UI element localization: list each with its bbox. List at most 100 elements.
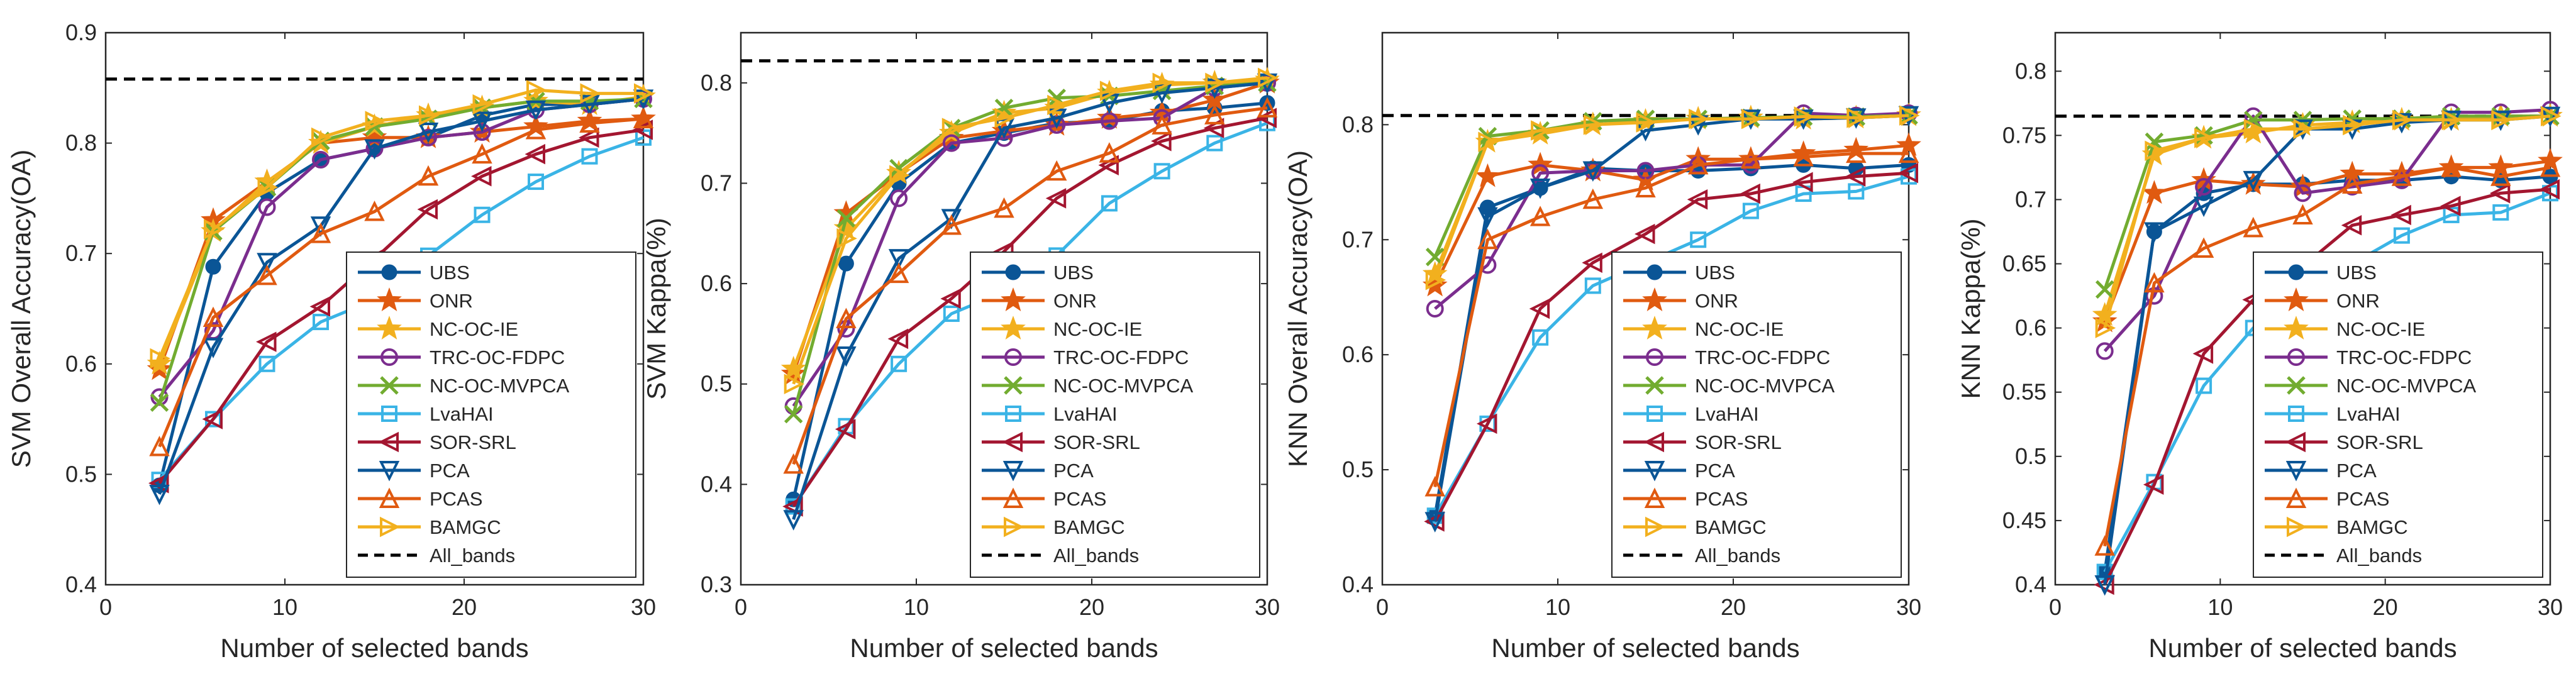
series-bamgc — [150, 80, 655, 369]
data-point-sor-srl — [2489, 182, 2511, 204]
series-line-trc-oc-fdpc — [1434, 111, 1909, 310]
data-point-sor-srl — [2143, 474, 2164, 495]
series-line-lvahai — [1433, 175, 1909, 517]
legend-marker-lvahai — [381, 406, 397, 422]
data-point-ubs — [205, 258, 221, 275]
data-point-pca — [1477, 207, 1498, 228]
legend-label-sor-srl: SOR-SRL — [430, 431, 516, 453]
data-point-lvahai — [2196, 377, 2212, 394]
data-point-pcas — [2391, 165, 2412, 186]
series-line-nc-oc-ie — [2103, 114, 2550, 316]
data-point-pcas — [1424, 476, 1445, 497]
data-point-lvahai — [528, 174, 544, 191]
x-tick-label: 10 — [1545, 594, 1570, 620]
data-point-bamgc — [311, 127, 332, 148]
data-point-bamgc — [1794, 106, 1815, 127]
data-point-trc-oc-fdpc — [2392, 171, 2411, 189]
x-tick-label: 0 — [735, 594, 747, 620]
legend-label-nc-oc-mvpca: NC-OC-MVPCA — [430, 375, 569, 397]
legend-label-all-bands: All_bands — [1695, 545, 1780, 567]
data-point-bamgc — [784, 373, 805, 394]
data-point-lvahai — [2443, 206, 2460, 223]
legend-marker-nc-oc-ie — [1001, 316, 1026, 340]
legend-marker-trc-oc-fdpc — [380, 348, 398, 366]
data-point-pca — [2144, 222, 2165, 243]
legend-label-pcas: PCAS — [2336, 488, 2389, 510]
series-sor-srl — [1424, 162, 1918, 532]
data-point-trc-oc-fdpc — [942, 134, 960, 152]
legend-marker-ubs — [1005, 264, 1021, 280]
data-point-onr — [1528, 152, 1553, 176]
data-point-sor-srl — [940, 288, 961, 309]
x-tick-label: 10 — [904, 594, 929, 620]
y-tick-label: 0.7 — [65, 240, 97, 266]
data-point-lvahai — [1690, 231, 1707, 248]
data-point-pcas — [2292, 204, 2313, 224]
y-axis-label: SVM Kappa(%) — [641, 218, 671, 399]
legend-marker-bamgc — [1004, 516, 1024, 538]
data-point-pcas — [257, 264, 277, 285]
series-pcas — [2094, 156, 2561, 556]
y-tick-label: 0.75 — [2002, 122, 2046, 148]
data-point-bamgc — [472, 94, 493, 115]
data-point-bamgc — [1741, 108, 1762, 130]
data-point-pcas — [1099, 142, 1120, 163]
legend-marker-sor-srl — [2285, 431, 2306, 453]
data-point-sor-srl — [2539, 179, 2560, 200]
legend-marker-nc-oc-ie — [377, 316, 402, 340]
legend-label-onr: ONR — [1695, 290, 1738, 312]
data-point-pca — [888, 249, 909, 270]
data-point-trc-oc-fdpc — [258, 198, 276, 216]
y-tick-label: 0.8 — [2015, 58, 2046, 84]
data-point-pcas — [1257, 97, 1278, 118]
y-tick-label: 0.5 — [1342, 456, 1374, 482]
data-point-trc-oc-fdpc — [473, 123, 491, 141]
data-point-bamgc — [526, 80, 547, 101]
data-point-pcas — [994, 197, 1014, 218]
legend-label-trc-oc-fdpc: TRC-OC-FDPC — [2336, 346, 2472, 368]
data-point-bamgc — [2343, 114, 2363, 136]
legend: UBS ONR NC-OC-IE TRC-OC-FDPC NC-OC-MVPCA LvaH… — [2253, 252, 2543, 578]
data-point-pca — [310, 216, 331, 237]
legend-label-lvahai: LvaHAI — [1695, 403, 1759, 425]
series-pcas — [1424, 142, 1919, 497]
series-line-trc-oc-fdpc — [792, 81, 1268, 407]
legend-marker-nc-oc-ie — [2284, 316, 2309, 340]
series-line-bamgc — [792, 76, 1268, 385]
legend-label-nc-oc-mvpca: NC-OC-MVPCA — [1695, 375, 1835, 397]
data-point-pcas — [1046, 160, 1067, 181]
data-point-pcas — [1477, 228, 1498, 250]
data-point-pcas — [2341, 173, 2363, 194]
legend-label-trc-oc-fdpc: TRC-OC-FDPC — [1053, 346, 1189, 368]
series-line-pca — [158, 97, 644, 495]
legend-label-pca: PCA — [1053, 460, 1094, 482]
legend: UBS ONR NC-OC-IE TRC-OC-FDPC NC-OC-MVPCA LvaH… — [346, 252, 636, 578]
legend-label-onr: ONR — [430, 290, 473, 312]
legend-marker-sor-srl — [378, 431, 399, 453]
legend-label-sor-srl: SOR-SRL — [1053, 431, 1140, 453]
legend-label-ubs: UBS — [1053, 262, 1094, 284]
data-point-lvahai — [1742, 202, 1759, 219]
legend-marker-pcas — [1644, 487, 1665, 508]
data-point-pcas — [2490, 165, 2511, 186]
data-point-pcas — [203, 306, 224, 328]
data-point-nc-oc-mvpca — [2095, 280, 2114, 299]
series-line-bamgc — [2103, 114, 2551, 329]
legend-label-pcas: PCAS — [1053, 488, 1106, 510]
data-point-onr — [577, 108, 602, 132]
y-tick-label: 0.4 — [65, 572, 97, 597]
data-point-sor-srl — [1476, 413, 1497, 434]
data-point-pca — [364, 139, 385, 160]
y-tick-label: 0.4 — [701, 471, 732, 497]
data-point-nc-oc-mvpca — [2145, 132, 2164, 152]
data-point-sor-srl — [1256, 108, 1277, 128]
legend-label-ubs: UBS — [2336, 262, 2377, 284]
data-point-pca — [783, 510, 804, 531]
y-tick-label: 0.55 — [2002, 379, 2046, 405]
legend-marker-trc-oc-fdpc — [1646, 348, 1663, 366]
data-point-sor-srl — [2341, 215, 2362, 236]
data-point-sor-srl — [256, 331, 277, 352]
data-point-sor-srl — [2440, 196, 2461, 216]
data-point-pcas — [2540, 156, 2561, 177]
